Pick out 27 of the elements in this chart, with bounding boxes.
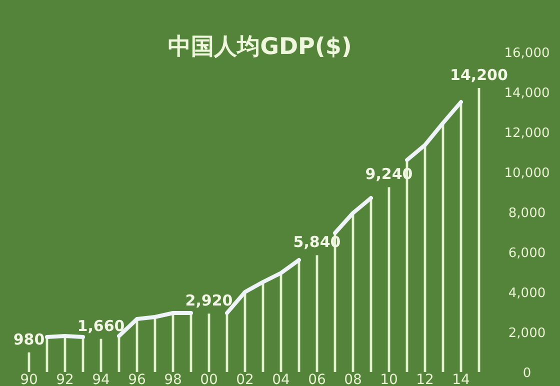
- x-tick-label: 98: [164, 372, 182, 386]
- x-tick-label: 10: [380, 372, 398, 386]
- y-tick-label: 8,000: [508, 206, 546, 221]
- x-tick-label: 00: [200, 372, 218, 386]
- x-tick-label: 06: [308, 372, 326, 386]
- y-tick-label: 16,000: [504, 46, 550, 61]
- x-tick-label: 12: [416, 372, 434, 386]
- y-tick-label: 6,000: [508, 246, 546, 261]
- y-tick-label: 10,000: [504, 166, 550, 181]
- x-tick-label: 08: [344, 372, 362, 386]
- x-tick-label: 04: [272, 372, 290, 386]
- data-label: 980: [13, 330, 45, 348]
- x-tick-label: 02: [236, 372, 254, 386]
- y-tick-label: 4,000: [508, 286, 546, 301]
- data-label: 1,660: [77, 316, 125, 335]
- y-tick-label: 0: [522, 366, 532, 381]
- data-label: 2,920: [185, 292, 233, 310]
- y-tick-label: 2,000: [508, 326, 546, 341]
- chart-title: 中国人均GDP($): [168, 34, 352, 60]
- x-tick-label: 92: [56, 372, 74, 386]
- x-tick-label: 14: [452, 372, 470, 386]
- x-tick-label: 90: [20, 372, 38, 386]
- y-tick-label: 12,000: [504, 126, 550, 141]
- y-tick-label: 14,000: [504, 86, 550, 101]
- data-label: 14,200: [450, 66, 508, 84]
- x-tick-label: 94: [92, 372, 110, 386]
- x-tick-label: 96: [128, 372, 146, 386]
